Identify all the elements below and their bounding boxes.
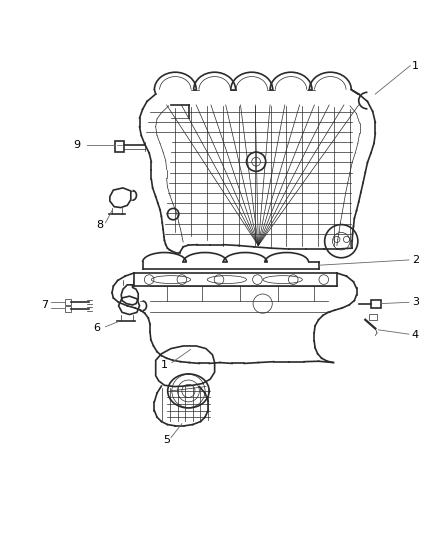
Bar [65, 299, 71, 305]
Text: 1: 1 [412, 61, 419, 71]
Text: 4: 4 [412, 330, 419, 341]
Text: 7: 7 [41, 300, 48, 310]
Bar [115, 141, 124, 152]
Text: 2: 2 [412, 255, 419, 265]
Text: 3: 3 [412, 297, 419, 308]
Text: 1: 1 [161, 360, 168, 370]
Bar [65, 306, 71, 312]
Text: 6: 6 [93, 324, 100, 334]
Text: 8: 8 [97, 220, 104, 230]
Bar [369, 314, 377, 320]
Text: 5: 5 [163, 435, 170, 445]
Bar [371, 300, 381, 308]
Text: 9: 9 [74, 140, 81, 150]
